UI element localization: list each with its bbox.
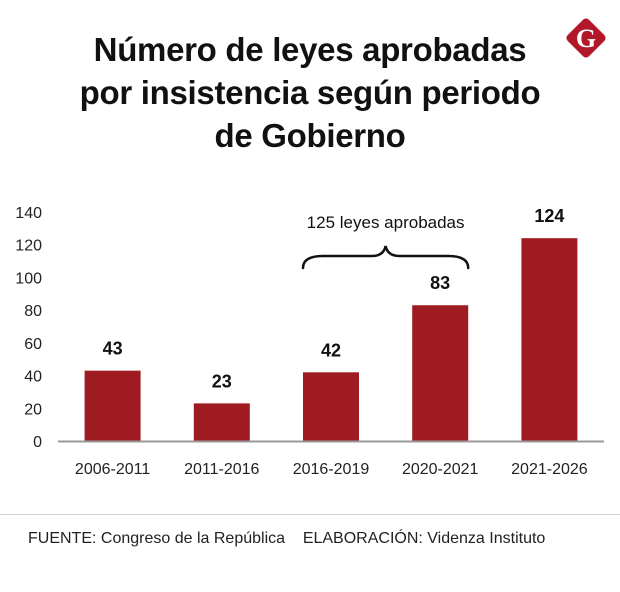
bar bbox=[521, 238, 578, 441]
footer-credits: FUENTE: Congreso de la República ELABORA… bbox=[28, 530, 545, 548]
bars: 43 23 42 83 124 bbox=[84, 206, 578, 441]
credit-value: Videnza Instituto bbox=[427, 530, 546, 547]
y-tick-label: 120 bbox=[15, 238, 42, 255]
data-label: 43 bbox=[103, 339, 123, 359]
bar bbox=[303, 372, 359, 441]
source-label: FUENTE: bbox=[28, 530, 97, 547]
y-tick-label: 0 bbox=[33, 434, 42, 451]
brace-label: 125 leyes aprobadas bbox=[307, 213, 465, 232]
x-tick-label: 2006-2011 bbox=[75, 461, 150, 478]
y-tick-label: 140 bbox=[15, 205, 42, 222]
brace-annotation: 125 leyes aprobadas bbox=[301, 213, 470, 270]
title-line-1: Número de leyes aprobadas bbox=[93, 31, 527, 68]
y-tick-label: 20 bbox=[24, 401, 42, 418]
x-axis: 2006-2011 2011-2016 2016-2019 2020-2021 2021… bbox=[75, 461, 588, 478]
x-tick-label: 2021-2026 bbox=[511, 461, 588, 478]
bar bbox=[412, 305, 469, 441]
credit-label: ELABORACIÓN: bbox=[302, 530, 423, 547]
y-tick-label: 40 bbox=[24, 369, 42, 386]
x-tick-label: 2020-2021 bbox=[402, 461, 479, 478]
brace-shape bbox=[301, 245, 470, 270]
brand-logo-icon: G bbox=[566, 18, 606, 58]
data-label: 83 bbox=[430, 273, 450, 293]
source-value: Congreso de la República bbox=[100, 530, 286, 547]
title-line-2: por insistencia según periodo bbox=[79, 74, 541, 111]
y-axis: 0 20 40 60 80 100 120 140 bbox=[15, 205, 42, 451]
bar bbox=[193, 403, 250, 441]
data-label: 23 bbox=[212, 371, 232, 391]
x-tick-label: 2016-2019 bbox=[293, 461, 370, 478]
bar bbox=[84, 370, 141, 441]
footer-divider bbox=[0, 514, 620, 515]
y-tick-label: 80 bbox=[24, 303, 42, 320]
chart-title: Número de leyes aprobadas por insistenci… bbox=[0, 28, 620, 157]
logo-letter: G bbox=[576, 24, 596, 53]
y-tick-label: 60 bbox=[24, 336, 42, 353]
y-tick-label: 100 bbox=[15, 270, 42, 287]
data-label: 124 bbox=[534, 206, 564, 226]
logo-diamond bbox=[566, 18, 606, 58]
data-label: 42 bbox=[321, 340, 341, 360]
title-line-3: de Gobierno bbox=[214, 117, 406, 154]
x-tick-label: 2011-2016 bbox=[184, 461, 259, 478]
bar-chart: 0 20 40 60 80 100 120 140 43 23 42 83 124 2006-2011… bbox=[15, 205, 604, 478]
